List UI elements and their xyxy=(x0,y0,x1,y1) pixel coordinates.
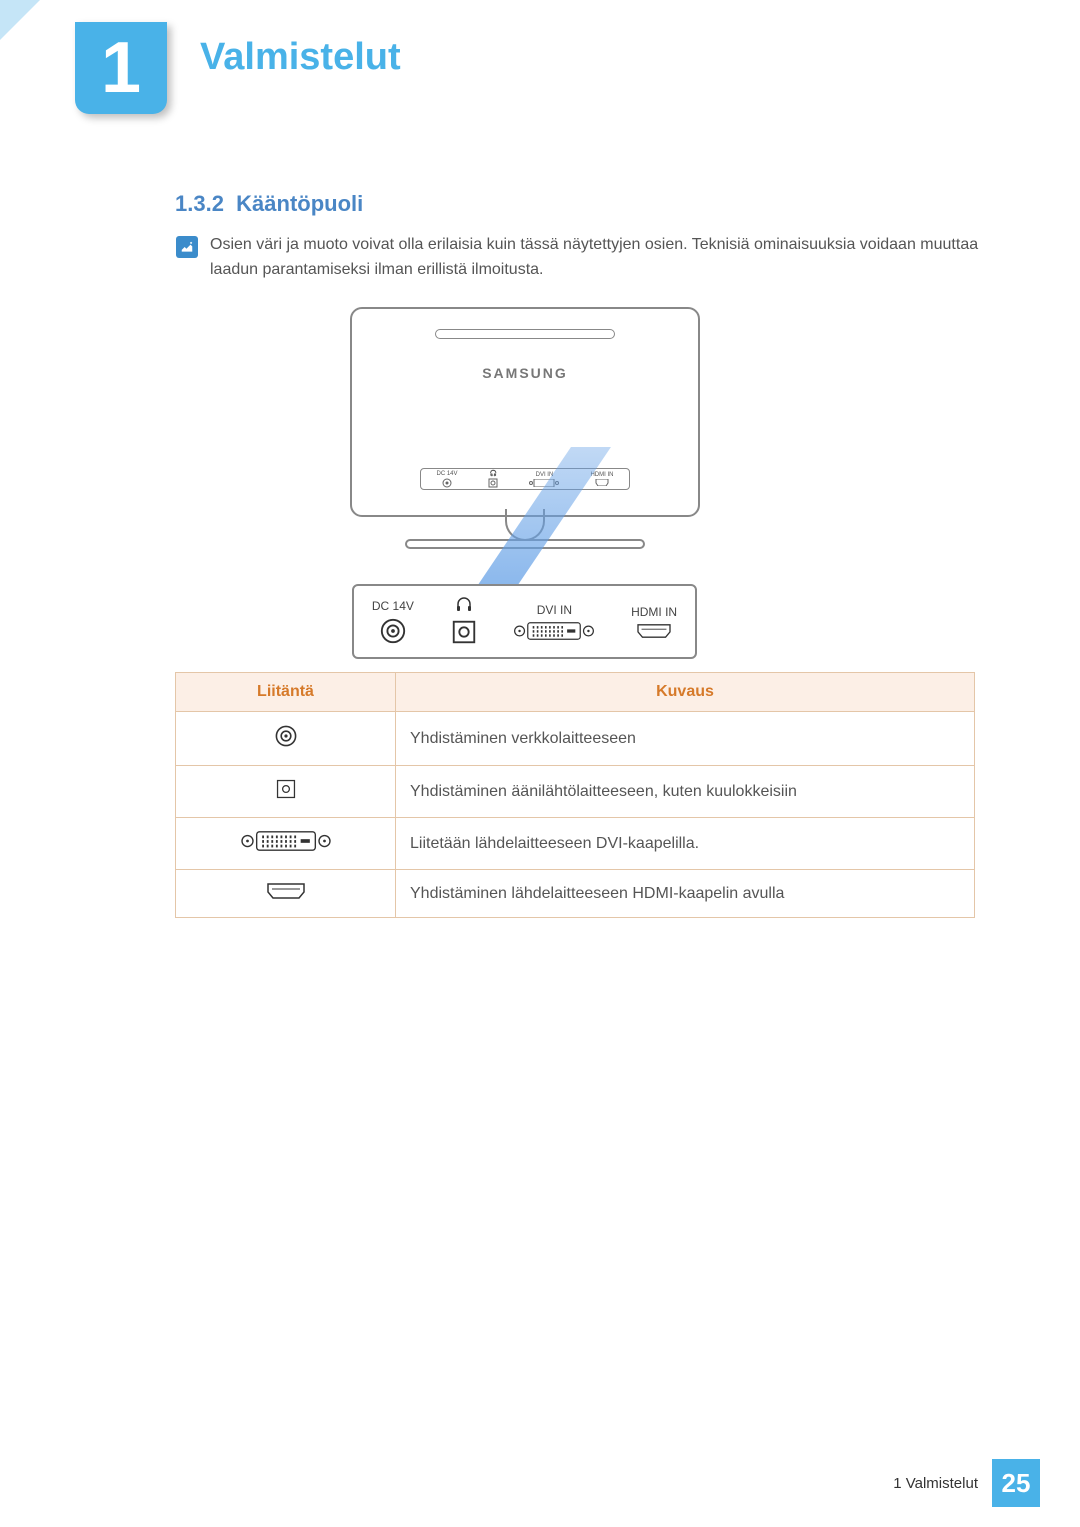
port-audio-label xyxy=(456,597,472,614)
audio-jack-icon xyxy=(450,618,478,646)
ports-table: Liitäntä Kuvaus Yhdistäminen verkkolaitt… xyxy=(175,672,975,918)
port-dc-label: DC 14V xyxy=(372,599,414,613)
chapter-tab: 1 xyxy=(75,22,167,114)
footer-label: 1 Valmistelut xyxy=(893,1475,978,1492)
table-row: Liitetään lähdelaitteeseen DVI-kaapelill… xyxy=(176,818,975,870)
monitor-back-diagram: SAMSUNG DC 14V 🎧 DVI IN HDMI IN xyxy=(345,307,705,549)
chapter-number: 1 xyxy=(101,32,141,104)
vent-slot xyxy=(435,329,615,339)
port-dvi: DVI IN xyxy=(513,603,595,641)
port-hdmi: HDMI IN xyxy=(631,605,677,639)
port-dvi-label: DVI IN xyxy=(537,603,572,617)
note-text: Osien väri ja muoto voivat olla erilaisi… xyxy=(210,233,980,283)
dc-icon xyxy=(274,724,298,748)
dvi-icon xyxy=(513,621,595,641)
row-desc: Yhdistäminen lähdelaitteeseen HDMI-kaape… xyxy=(396,870,975,918)
page-corner-decoration xyxy=(0,0,40,40)
footer-page-number: 25 xyxy=(992,1459,1040,1507)
hdmi-icon xyxy=(266,882,306,900)
dvi-icon xyxy=(236,830,336,852)
page-footer: 1 Valmistelut 25 xyxy=(893,1459,1040,1507)
chapter-title: Valmistelut xyxy=(200,36,401,79)
table-row: Yhdistäminen äänilähtölaitteeseen, kuten… xyxy=(176,766,975,818)
row-icon-dc xyxy=(176,712,396,766)
table-row: Yhdistäminen verkkolaitteeseen xyxy=(176,712,975,766)
port-dc: DC 14V xyxy=(372,599,414,645)
audio-jack-icon xyxy=(273,778,299,800)
headphone-icon xyxy=(456,597,472,611)
th-desc: Kuvaus xyxy=(396,673,975,712)
section-heading: 1.3.2 Kääntöpuoli xyxy=(175,191,363,217)
row-icon-audio xyxy=(176,766,396,818)
port-audio xyxy=(450,597,478,646)
port-strip-small: DC 14V 🎧 DVI IN HDMI IN xyxy=(420,468,630,490)
section-title: Kääntöpuoli xyxy=(236,191,363,216)
hdmi-icon xyxy=(636,623,672,639)
port-strip-enlarged: DC 14V DVI IN HDMI IN xyxy=(352,584,697,659)
table-row: Yhdistäminen lähdelaitteeseen HDMI-kaape… xyxy=(176,870,975,918)
note-icon xyxy=(176,236,198,258)
th-port: Liitäntä xyxy=(176,673,396,712)
section-number: 1.3.2 xyxy=(175,191,224,216)
monitor-outline: SAMSUNG DC 14V 🎧 DVI IN HDMI IN xyxy=(350,307,700,517)
port-hdmi-label: HDMI IN xyxy=(631,605,677,619)
dc-icon xyxy=(379,617,407,645)
row-desc: Yhdistäminen äänilähtölaitteeseen, kuten… xyxy=(396,766,975,818)
row-icon-dvi xyxy=(176,818,396,870)
row-icon-hdmi xyxy=(176,870,396,918)
row-desc: Yhdistäminen verkkolaitteeseen xyxy=(396,712,975,766)
brand-label: SAMSUNG xyxy=(352,365,698,381)
row-desc: Liitetään lähdelaitteeseen DVI-kaapelill… xyxy=(396,818,975,870)
